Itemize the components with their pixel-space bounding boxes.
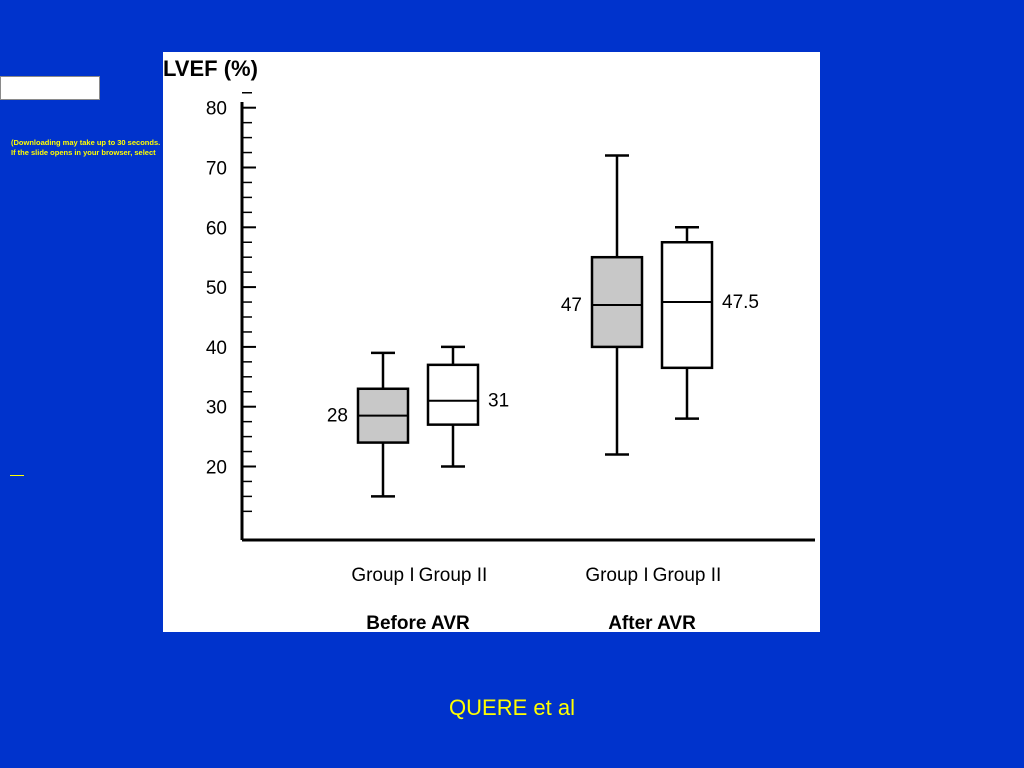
download-link[interactable]	[10, 465, 24, 476]
y-tick-label: 20	[206, 458, 227, 479]
x-category-label: Group I	[351, 565, 414, 586]
y-tick-label: 80	[206, 99, 227, 120]
download-button[interactable]	[0, 76, 100, 100]
slide-caption: QUERE et al	[449, 695, 575, 720]
box-median-label: 28	[327, 406, 348, 427]
box-median-label: 47	[561, 295, 582, 316]
box-median-label: 47.5	[722, 292, 759, 313]
y-tick-label: 40	[206, 338, 227, 359]
chart-title: LVEF (%)	[163, 56, 258, 81]
download-notice: (Downloading may take up to 30 seconds. …	[11, 138, 163, 158]
download-notice-line-1: (Downloading may take up to 30 seconds.	[11, 138, 161, 147]
x-group-label: After AVR	[608, 613, 696, 632]
x-category-label: Group II	[653, 565, 722, 586]
y-tick-label: 70	[206, 159, 227, 180]
x-category-label: Group I	[585, 565, 648, 586]
y-tick-label: 60	[206, 218, 227, 239]
box-median-label: 31	[488, 391, 509, 412]
box-iqr	[426, 363, 480, 426]
download-notice-line-2: If the slide opens in your browser, sele…	[11, 148, 156, 157]
chart-panel: LVEF (%) 20 30 40 50 60 70 80 28 Group I 31 Group I…	[163, 52, 820, 632]
lvef-box-plot: LVEF (%) 20 30 40 50 60 70 80 28 Group I 31 Group I…	[163, 56, 815, 632]
x-group-label: Before AVR	[366, 613, 470, 632]
box-iqr	[590, 255, 644, 349]
x-category-label: Group II	[419, 565, 488, 586]
y-tick-label: 50	[206, 278, 227, 299]
box-iqr	[660, 241, 714, 370]
y-tick-label: 30	[206, 398, 227, 419]
